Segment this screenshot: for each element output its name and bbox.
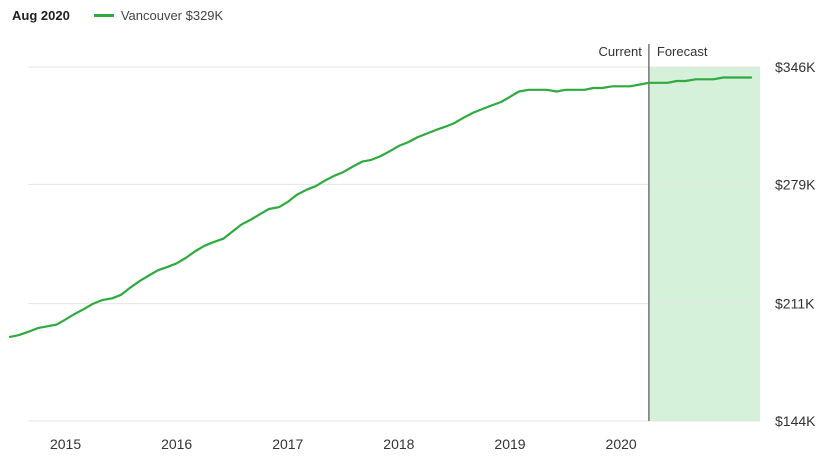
x-axis: 2015 2016 2017 2018 2019 2020 xyxy=(50,436,637,452)
legend-swatch xyxy=(93,13,114,17)
x-tick-label: 2018 xyxy=(383,436,414,452)
y-tick-label: $279K xyxy=(775,176,816,192)
x-tick-label: 2020 xyxy=(606,436,637,452)
x-tick-label: 2015 xyxy=(50,436,81,452)
current-label: Current xyxy=(599,44,643,59)
legend[interactable]: Vancouver $329K xyxy=(93,7,224,23)
x-tick-label: 2019 xyxy=(494,436,525,452)
date-label: Aug 2020 xyxy=(12,7,70,23)
y-tick-label: $346K xyxy=(775,59,816,75)
forecast-region xyxy=(648,67,760,421)
y-tick-label: $144K xyxy=(775,413,816,429)
x-tick-label: 2017 xyxy=(272,436,303,452)
y-axis: $346K $279K $211K $144K xyxy=(775,59,816,429)
grid-lines xyxy=(28,66,760,422)
series-line-vancouver[interactable] xyxy=(8,76,753,338)
x-tick-label: 2016 xyxy=(161,436,192,452)
forecast-label: Forecast xyxy=(657,44,708,59)
y-tick-label: $211K xyxy=(775,296,815,312)
legend-label: Vancouver $329K xyxy=(120,7,224,23)
series-layer xyxy=(8,76,753,338)
chart-header: Aug 2020 Vancouver $329K xyxy=(12,4,223,26)
